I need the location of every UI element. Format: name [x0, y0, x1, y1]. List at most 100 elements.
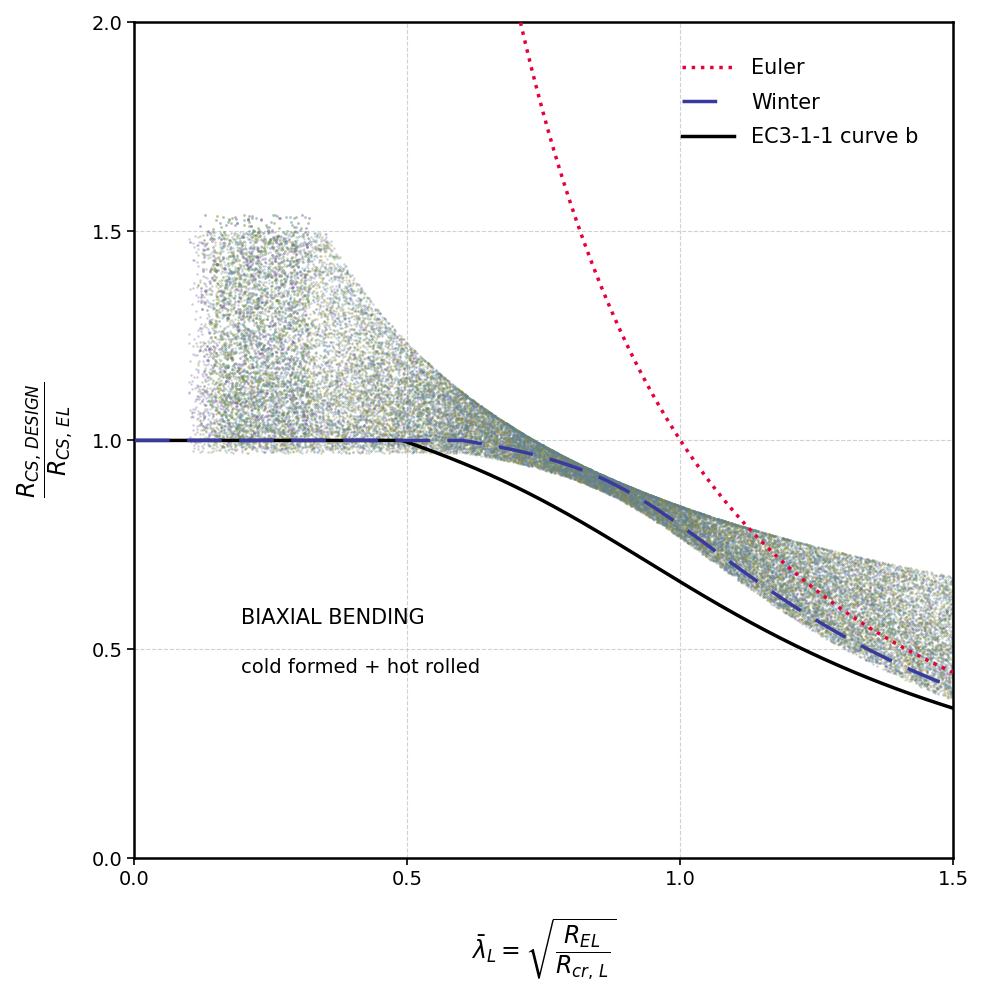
Point	[232, 384, 248, 400]
Point	[923, 634, 939, 650]
Point	[878, 570, 893, 586]
Point	[605, 476, 621, 492]
Point	[871, 570, 887, 586]
Point	[713, 512, 729, 528]
Point	[812, 588, 828, 604]
Point	[790, 598, 806, 614]
Point	[829, 597, 844, 613]
Point	[590, 466, 606, 482]
Point	[612, 475, 628, 491]
Point	[509, 430, 524, 446]
Point	[461, 443, 476, 459]
Point	[817, 617, 832, 633]
Point	[259, 385, 275, 401]
Point	[708, 526, 724, 542]
Point	[742, 552, 758, 568]
Point	[423, 391, 439, 407]
Point	[229, 408, 245, 424]
Point	[219, 420, 235, 436]
Point	[303, 332, 319, 348]
Point	[529, 435, 545, 451]
Point	[821, 586, 836, 602]
Point	[523, 438, 538, 454]
Point	[721, 549, 737, 565]
Point	[380, 430, 396, 446]
Point	[810, 598, 826, 614]
Point	[653, 503, 669, 519]
Point	[316, 405, 332, 421]
Point	[760, 531, 775, 547]
Point	[374, 352, 390, 368]
Point	[399, 374, 414, 390]
Point	[844, 592, 860, 608]
Point	[873, 589, 889, 605]
Point	[264, 278, 279, 294]
Point	[602, 483, 618, 498]
Point	[750, 536, 766, 552]
Point	[323, 420, 338, 436]
Point	[828, 571, 843, 587]
Point	[407, 373, 423, 389]
Point	[793, 568, 809, 584]
Point	[276, 412, 291, 428]
Point	[883, 621, 898, 637]
Point	[828, 595, 843, 611]
Point	[597, 477, 613, 493]
Point	[468, 412, 484, 428]
Point	[672, 516, 688, 532]
Point	[342, 417, 358, 433]
Point	[361, 350, 377, 366]
Point	[806, 596, 822, 612]
Point	[672, 503, 688, 519]
Point	[215, 383, 230, 399]
Point	[945, 592, 960, 608]
Point	[917, 660, 933, 676]
Point	[343, 326, 359, 342]
Point	[316, 342, 332, 358]
Point	[333, 415, 348, 431]
Point	[815, 615, 830, 631]
Point	[205, 223, 220, 239]
Point	[913, 652, 929, 668]
Point	[671, 501, 687, 517]
Point	[493, 413, 509, 429]
Point	[462, 407, 478, 423]
Point	[736, 551, 752, 567]
Point	[254, 439, 270, 455]
Point	[304, 330, 320, 346]
Point	[469, 424, 485, 440]
Point	[231, 230, 247, 246]
Point	[883, 597, 898, 613]
Point	[291, 398, 307, 414]
Point	[613, 482, 629, 498]
Point	[772, 599, 788, 615]
Point	[847, 587, 863, 603]
Point	[288, 394, 304, 410]
Point	[614, 482, 630, 498]
Point	[891, 587, 906, 603]
Point	[940, 652, 955, 668]
Point	[882, 640, 897, 656]
Point	[738, 539, 754, 555]
Point	[215, 284, 230, 300]
Point	[649, 504, 665, 520]
Point	[264, 420, 279, 436]
Point	[807, 543, 823, 559]
Point	[876, 604, 892, 620]
Point	[286, 355, 302, 371]
Point	[818, 582, 833, 598]
Point	[723, 556, 739, 572]
Point	[587, 472, 603, 488]
Point	[878, 652, 893, 668]
Point	[736, 563, 752, 579]
Point	[597, 479, 613, 495]
Point	[609, 484, 625, 499]
Point	[207, 272, 222, 288]
Point	[883, 610, 898, 626]
Point	[683, 529, 699, 545]
Point	[847, 603, 863, 619]
Point	[755, 557, 770, 573]
Point	[724, 525, 740, 541]
Point	[517, 436, 532, 452]
Point	[868, 645, 884, 661]
